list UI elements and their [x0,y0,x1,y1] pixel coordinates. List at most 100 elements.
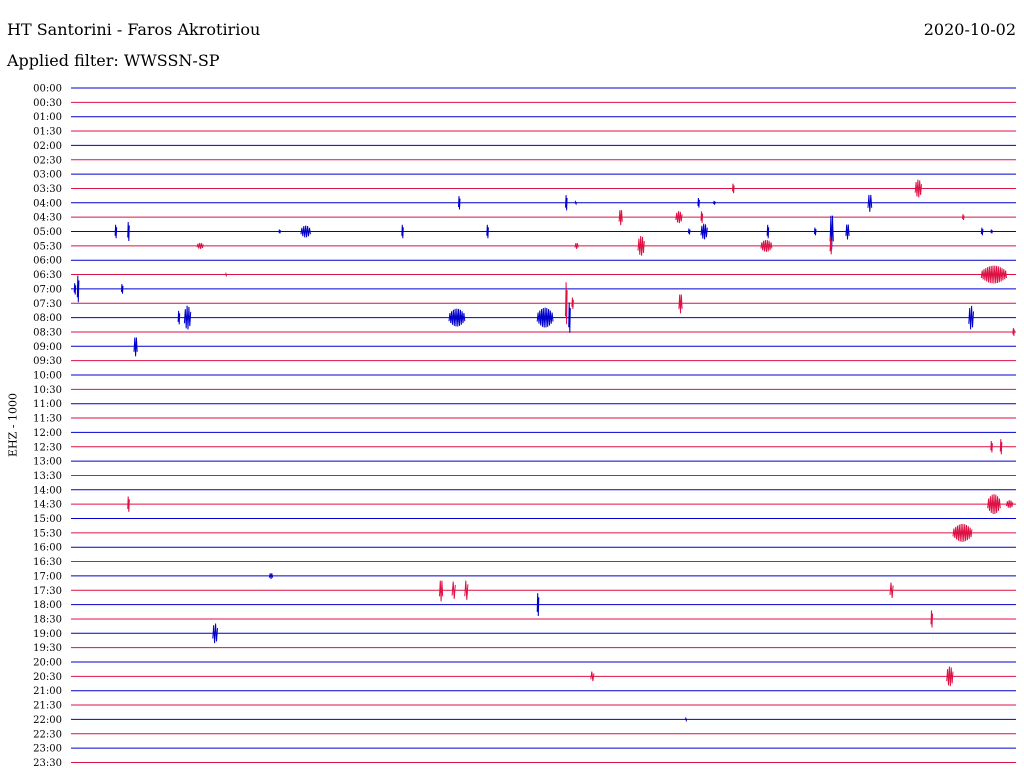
time-tick-label: 23:00 [33,744,62,755]
seismic-event [867,194,873,212]
time-tick-label: 23:30 [33,758,62,769]
seismic-event [987,494,1001,515]
seismic-event [120,284,124,294]
seismic-event [990,440,993,453]
seismic-event [127,496,130,512]
seismic-event [829,237,833,255]
time-tick-label: 20:00 [33,658,62,669]
seismic-event [568,302,571,333]
seismic-event [930,610,933,628]
seismic-event [114,224,118,239]
time-tick-label: 10:30 [33,385,62,396]
time-tick-label: 07:30 [33,299,62,310]
time-tick-label: 12:00 [33,428,62,439]
time-tick-label: 08:00 [33,313,62,324]
seismic-event [464,580,469,600]
seismic-event [697,197,700,208]
seismic-event [1012,328,1015,336]
seismic-event [678,294,683,314]
time-tick-label: 12:30 [33,442,62,453]
seismic-event [574,243,579,249]
seismic-event [268,573,274,579]
seismic-event [401,224,404,239]
time-tick-label: 04:00 [33,198,62,209]
time-tick-label: 00:00 [33,84,62,95]
time-tick-label: 16:30 [33,557,62,568]
seismic-event [637,235,645,256]
seismic-event [980,227,984,236]
seismic-event [183,305,192,330]
seismic-event [990,229,993,234]
seismic-event [684,716,688,723]
time-tick-label: 10:00 [33,371,62,382]
seismic-event [914,179,922,198]
time-tick-label: 18:30 [33,614,62,625]
filter-label: Applied filter: WWSSN-SP [7,51,220,70]
seismic-event [133,337,138,357]
time-tick-label: 19:00 [33,629,62,640]
time-tick-label: 16:00 [33,543,62,554]
time-tick-label: 02:00 [33,141,62,152]
time-tick-label: 19:30 [33,643,62,654]
seismic-event [73,283,77,295]
seismic-event [212,623,218,644]
time-tick-label: 22:00 [33,715,62,726]
seismic-event [760,239,773,252]
seismic-event [968,305,974,330]
seismic-event [536,593,540,617]
time-tick-label: 01:00 [33,112,62,123]
seismic-event [451,581,456,599]
seismic-event [700,223,708,240]
plot-date: 2020-10-02 [923,20,1016,39]
seismic-event [889,582,894,598]
time-tick-label: 02:30 [33,155,62,166]
seismic-event [999,439,1003,455]
time-tick-label: 15:00 [33,514,62,525]
seismic-event [700,211,704,223]
time-tick-label: 09:00 [33,342,62,353]
seismic-event [300,225,311,238]
time-tick-label: 06:30 [33,270,62,281]
time-tick-label: 04:30 [33,213,62,224]
time-tick-label: 18:00 [33,600,62,611]
seismic-event [571,297,574,310]
time-tick-label: 08:30 [33,327,62,338]
time-tick-label: 13:30 [33,471,62,482]
seismic-event [713,200,716,205]
seismic-event [946,666,954,687]
seismic-event [766,224,770,239]
seismic-event [845,224,850,240]
time-tick-label: 20:30 [33,672,62,683]
time-tick-label: 17:00 [33,571,62,582]
seismic-event [76,275,80,303]
time-tick-label: 15:30 [33,528,62,539]
time-tick-label: 11:30 [33,414,62,425]
seismic-event [439,580,444,602]
seismic-event [458,196,461,210]
time-tick-label: 06:00 [33,256,62,267]
seismic-event [1006,500,1014,509]
time-tick-label: 03:00 [33,170,62,181]
time-tick-label: 05:30 [33,241,62,252]
seismic-event [536,307,554,328]
seismic-event [278,229,281,234]
seismic-event [962,214,965,221]
time-tick-label: 13:00 [33,457,62,468]
seismic-event [732,183,735,194]
station-title: HT Santorini - Faros Akrotiriou [7,20,261,39]
seismic-event [952,523,973,542]
time-tick-label: 03:30 [33,184,62,195]
time-tick-label: 01:30 [33,127,62,138]
seismic-event [618,210,623,226]
seismic-event [127,221,130,242]
time-tick-label: 14:00 [33,485,62,496]
seismic-event [224,271,228,278]
time-tick-label: 17:30 [33,586,62,597]
seismic-event [565,282,568,325]
seismic-event [196,242,204,249]
seismic-event [590,671,595,682]
seismic-event [565,195,568,211]
time-tick-label: 09:30 [33,356,62,367]
time-tick-label: 00:30 [33,98,62,109]
